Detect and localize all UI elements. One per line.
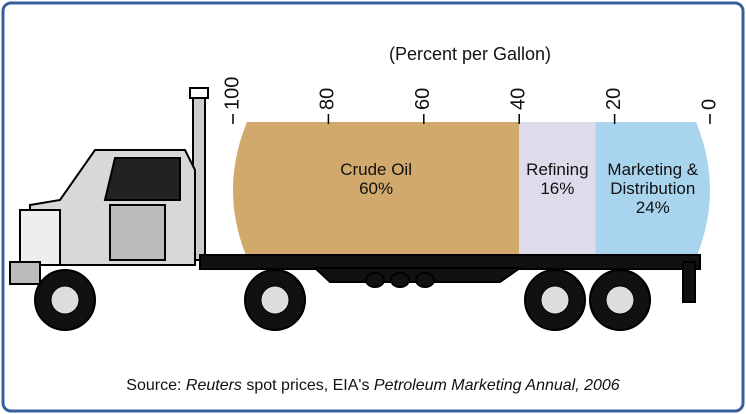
x-tick-label: 80 [317,88,339,110]
value-label: 60% [359,179,393,198]
value-label: 24% [636,198,670,217]
x-tick-label: 60 [412,88,434,110]
exhaust-cap [190,88,208,98]
x-tick-label: 100 [221,77,243,110]
segment-label-line: Marketing & [607,160,698,179]
chassis [200,255,700,269]
source-part: Reuters [186,377,242,394]
door [110,205,165,260]
value-label: 16% [540,179,574,198]
x-tick-label: 40 [507,88,529,110]
source-part: spot prices, EIA's [242,377,374,394]
mud-flap [683,262,695,302]
segment-label-line: Refining [526,160,588,179]
grille [20,210,60,265]
window [105,158,180,200]
source-note: Source: Reuters spot prices, EIA's Petro… [126,377,620,394]
bumper [10,262,40,284]
segment-label-line: Distribution [610,179,695,198]
tank-detail [366,273,384,287]
x-tick-label: 0 [698,99,720,110]
source-part: Petroleum Marketing Annual, 2006 [374,377,620,394]
segment-label-line: Crude Oil [340,160,412,179]
tank-detail [391,273,409,287]
x-tick-label: 20 [603,88,625,110]
chart-title: (Percent per Gallon) [389,44,551,64]
tank-detail [416,273,434,287]
source-part: Source: [126,377,186,394]
chart: (Percent per Gallon) Crude Oil60% Refinin… [0,0,746,414]
